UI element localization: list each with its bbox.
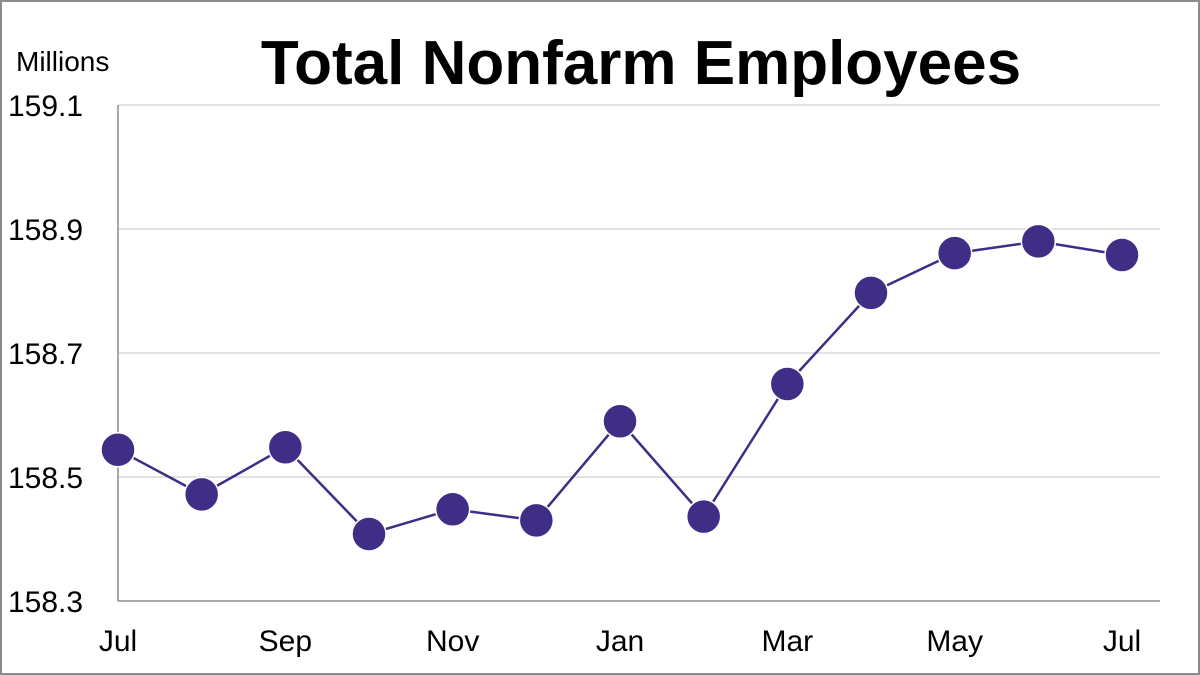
x-tick-label: Sep [259,625,312,658]
x-tick-label: Jan [596,625,644,658]
y-tick-label: 158.3 [8,586,83,619]
series-line [117,240,1123,536]
x-tick-label: Jul [1103,625,1141,658]
data-point [267,429,304,465]
data-point [685,498,722,535]
data-point [434,491,471,527]
x-tick-label: May [926,625,983,658]
data-point [518,502,555,539]
series-employees [100,223,1140,552]
y-unit-label: Millions [16,46,109,77]
x-tick-labels: Jul Sep Nov Jan Mar May Jul [99,625,1141,658]
y-tick-label: 158.9 [8,214,83,247]
chart-title: Total Nonfarm Employees [261,29,1021,98]
data-point [769,366,806,402]
data-point [1104,237,1140,273]
x-tick-label: Nov [426,625,479,658]
data-point [602,403,638,439]
x-tick-label: Jul [99,625,137,658]
data-point [1020,223,1057,260]
gridlines [118,104,1160,478]
data-point [853,275,889,311]
axes [117,105,1160,602]
data-point [936,235,973,271]
data-point [183,476,220,513]
y-tick-label: 158.5 [8,462,83,495]
data-point [100,431,136,468]
y-tick-label: 158.7 [8,338,83,371]
y-tick-label: 159.1 [8,90,83,123]
data-point [351,516,387,552]
x-tick-label: Mar [761,625,813,658]
y-tick-labels: 158.3 158.5 158.7 158.9 159.1 [8,90,83,619]
